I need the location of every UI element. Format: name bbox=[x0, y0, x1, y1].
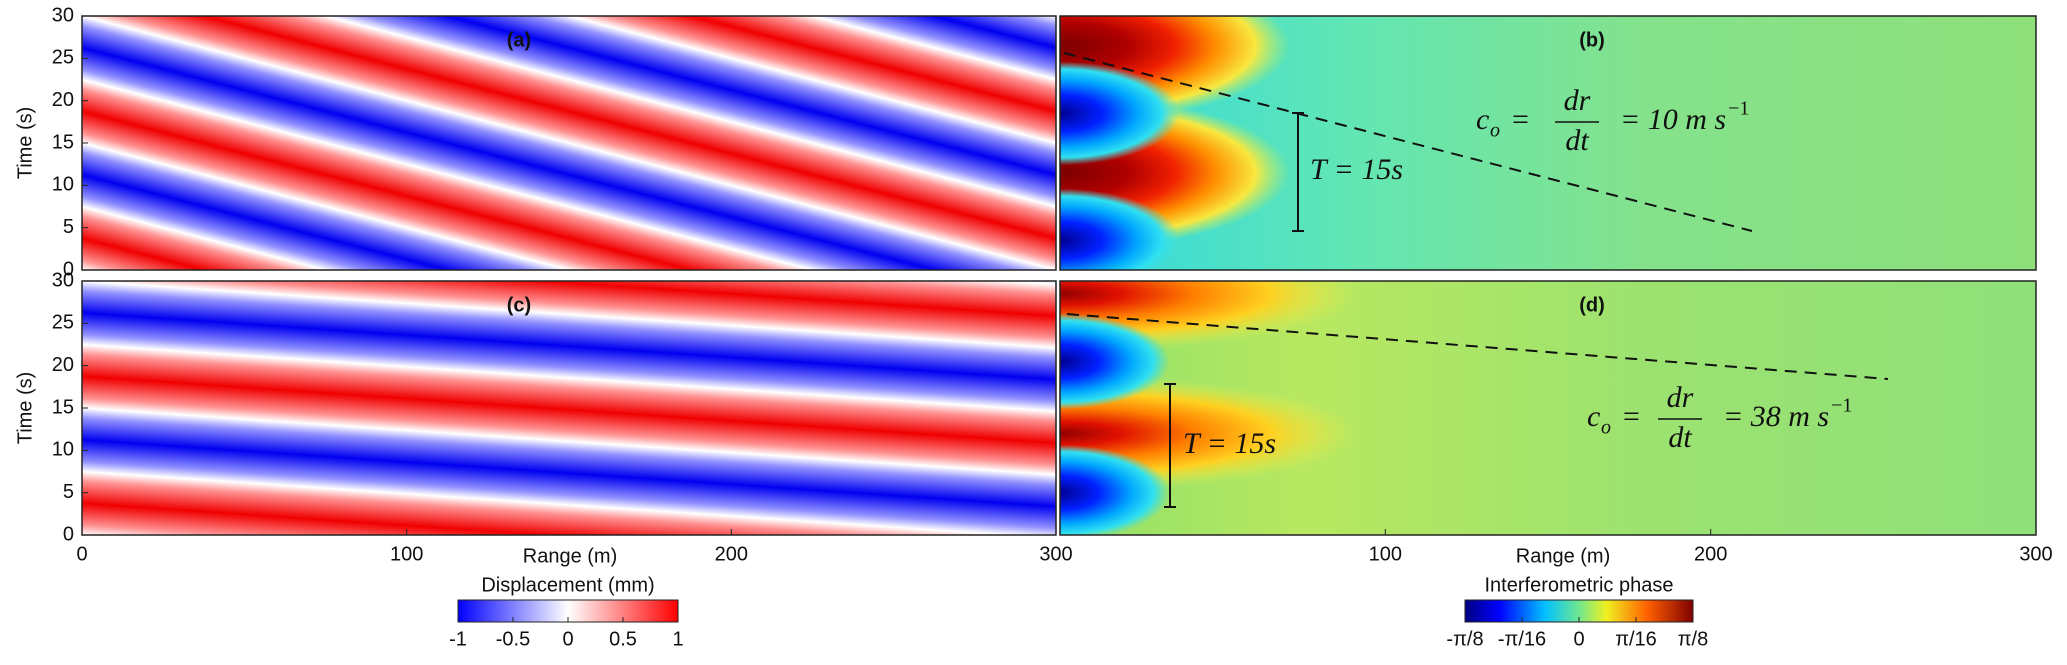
colorbar-tick-label: 0.5 bbox=[609, 628, 637, 650]
y-axis-label: Time (s) bbox=[14, 372, 36, 445]
period-label: T = 15s bbox=[1183, 427, 1276, 460]
phase-field bbox=[1060, 281, 1360, 535]
panel-label: (a) bbox=[507, 29, 531, 51]
formula-rhs: = 38 m s bbox=[1723, 400, 1829, 433]
dashed-line bbox=[1066, 313, 1889, 380]
y-tick-label: 10 bbox=[52, 174, 74, 196]
phase-field bbox=[1060, 16, 1290, 270]
colorbar-tick-label: -0.5 bbox=[496, 628, 530, 650]
heatmap bbox=[82, 16, 1056, 270]
y-tick-label: 30 bbox=[52, 269, 74, 291]
y-tick-label: 25 bbox=[52, 47, 74, 69]
panel-label: (c) bbox=[507, 294, 531, 316]
colorbar-tick-label: 0 bbox=[1573, 628, 1584, 650]
phase-low bbox=[1060, 188, 1180, 270]
y-tick-label: 0 bbox=[63, 258, 74, 280]
x-tick-label: 100 bbox=[1369, 543, 1402, 565]
y-tick-label: 30 bbox=[52, 4, 74, 26]
y-tick-label: 15 bbox=[52, 131, 74, 153]
y-tick-label: 20 bbox=[52, 354, 74, 376]
y-tick-label: 5 bbox=[63, 216, 74, 238]
plot-frame bbox=[1059, 15, 2037, 271]
formula-sup: −1 bbox=[1831, 395, 1852, 417]
colorbar-tick-label: π/8 bbox=[1678, 628, 1708, 650]
formula-eq: = bbox=[1512, 103, 1529, 136]
formula-rhs: = 10 m s bbox=[1620, 103, 1726, 136]
y-tick-label: 20 bbox=[52, 89, 74, 111]
colorbar-tick-label: -π/8 bbox=[1446, 628, 1483, 650]
x-axis-label: Range (m) bbox=[523, 545, 617, 567]
colorbar-tick-label: 0 bbox=[562, 628, 573, 650]
formula-sup: −1 bbox=[1728, 98, 1749, 120]
period-label: T = 15s bbox=[1310, 153, 1403, 186]
x-axis-label: Range (m) bbox=[1516, 545, 1610, 567]
colorbar-tick-label: 1 bbox=[672, 628, 683, 650]
colorbar-tick-label: -π/16 bbox=[1498, 628, 1546, 650]
colorbar-tick-label: π/16 bbox=[1615, 628, 1657, 650]
heatmap bbox=[82, 281, 1056, 535]
y-tick-label: 5 bbox=[63, 481, 74, 503]
x-tick-label: 0 bbox=[76, 543, 87, 565]
panel-label: (b) bbox=[1579, 29, 1605, 51]
x-tick-label: 100 bbox=[390, 543, 423, 565]
formula-lhs: c bbox=[1476, 103, 1489, 136]
formula-lhs: c bbox=[1587, 400, 1600, 433]
y-tick-label: 10 bbox=[52, 439, 74, 461]
y-axis-label: Time (s) bbox=[14, 107, 36, 180]
formula-sub: o bbox=[1490, 120, 1500, 142]
y-tick-label: 15 bbox=[52, 396, 74, 418]
colorbar-label: Displacement (mm) bbox=[481, 574, 654, 596]
colorbar-tick-label: -1 bbox=[449, 628, 467, 650]
phase-low bbox=[1060, 313, 1170, 410]
plot-frame bbox=[1059, 280, 2037, 536]
x-tick-label: 200 bbox=[715, 543, 748, 565]
phase-low bbox=[1060, 61, 1180, 166]
panel-label: (d) bbox=[1579, 294, 1605, 316]
formula-num: dr bbox=[1667, 381, 1694, 414]
x-tick-label: 300 bbox=[2019, 543, 2052, 565]
formula-eq: = bbox=[1623, 400, 1640, 433]
formula-den: dt bbox=[1668, 421, 1692, 454]
y-tick-label: 25 bbox=[52, 312, 74, 334]
x-tick-label: 300 bbox=[1039, 543, 1072, 565]
y-tick-label: 0 bbox=[63, 523, 74, 545]
formula-den: dt bbox=[1565, 124, 1589, 157]
phase-low bbox=[1060, 444, 1170, 535]
x-tick-label: 200 bbox=[1694, 543, 1727, 565]
formula-num: dr bbox=[1564, 84, 1591, 117]
formula-sub: o bbox=[1601, 417, 1611, 439]
colorbar-label: Interferometric phase bbox=[1485, 574, 1674, 596]
